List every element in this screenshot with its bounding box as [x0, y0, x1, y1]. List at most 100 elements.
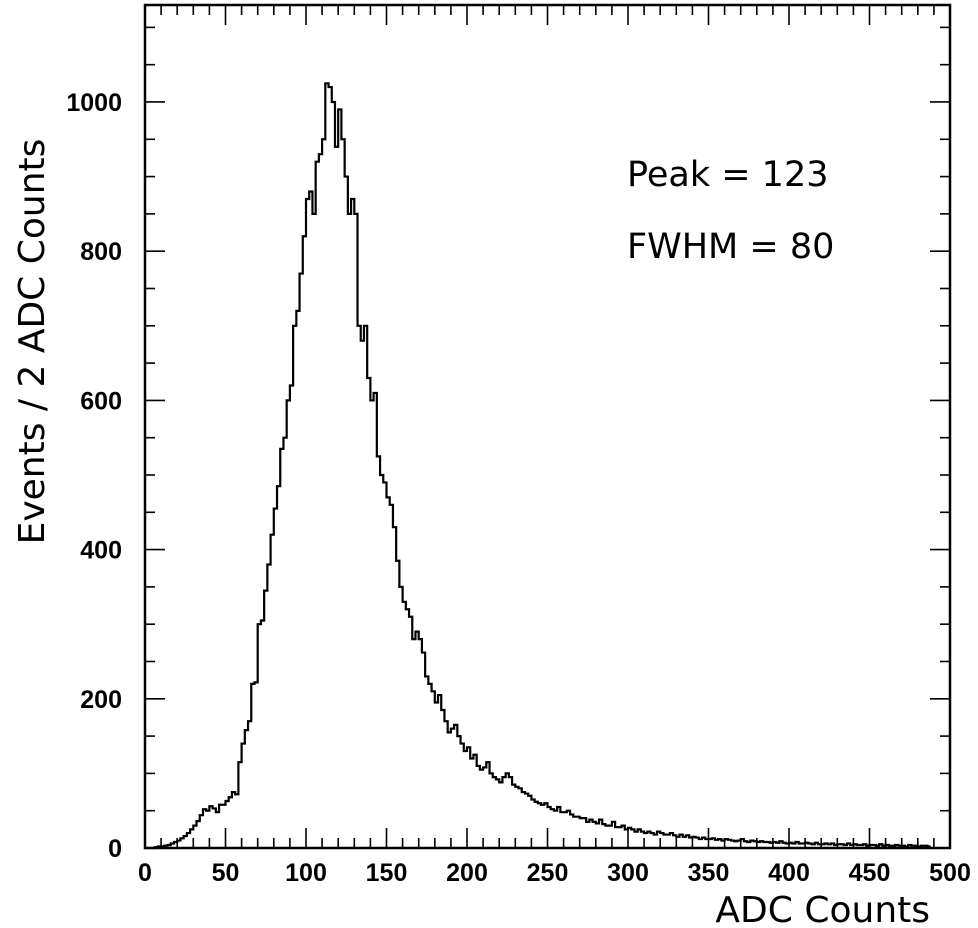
histogram-bin: [396, 561, 399, 848]
histogram-bin: [316, 162, 319, 848]
histogram-bin: [502, 777, 505, 848]
histogram-bin: [267, 565, 270, 848]
histogram-bin: [277, 486, 280, 848]
histogram-bin: [296, 311, 299, 848]
y-tick-label: 600: [80, 387, 122, 415]
histogram-bin: [261, 620, 264, 848]
histogram-bin: [605, 826, 608, 848]
histogram-bin: [470, 758, 473, 848]
histogram-bin: [406, 609, 409, 848]
histogram-bin: [438, 695, 441, 848]
histogram-bin: [441, 710, 444, 848]
histogram-bin: [306, 199, 309, 848]
histogram-bin: [403, 602, 406, 848]
histogram-bin: [522, 792, 525, 848]
minor-ticks: [145, 5, 950, 848]
histogram-bin: [367, 378, 370, 848]
histogram-bin: [254, 682, 257, 848]
histogram-bin: [425, 676, 428, 848]
plot-frame: [143, 3, 952, 850]
y-tick-label: 1000: [66, 89, 122, 117]
histogram-bin: [364, 326, 367, 848]
histogram-bin: [361, 341, 364, 848]
x-tick-label: 500: [929, 859, 971, 887]
histogram-bin: [699, 839, 702, 848]
histogram-bin: [345, 177, 348, 848]
histogram-bin: [370, 400, 373, 848]
histogram-bin: [551, 809, 554, 848]
histogram-bin: [293, 326, 296, 848]
x-tick-label: 250: [527, 859, 569, 887]
histogram-bin: [538, 803, 541, 848]
histogram-bin: [454, 725, 457, 848]
histogram-bin: [683, 837, 686, 848]
histogram-bin: [264, 591, 267, 848]
histogram-bin: [348, 214, 351, 848]
x-tick-label: 300: [607, 859, 649, 887]
histogram-bins: [155, 83, 931, 848]
histogram-bin: [422, 653, 425, 848]
histogram-bin: [663, 835, 666, 848]
histogram-bin: [335, 147, 338, 848]
histogram-bin: [477, 766, 480, 848]
histogram-bin: [493, 777, 496, 848]
y-tick-label: 0: [108, 835, 122, 863]
histogram-bin: [380, 475, 383, 848]
histogram-bin: [602, 824, 605, 848]
histogram-bin: [461, 744, 464, 848]
histogram-bin: [351, 199, 354, 848]
histogram-bin: [374, 393, 377, 848]
histogram-bin: [586, 822, 589, 848]
histogram-bin: [329, 87, 332, 848]
histogram-bin: [573, 817, 576, 848]
histogram-bin: [409, 617, 412, 848]
histogram-bin: [432, 691, 435, 848]
histogram-bin: [509, 777, 512, 848]
major-ticks: [144, 5, 951, 849]
x-tick-labels: 0 50 100 150 200 250 300 350 400 450 500: [138, 859, 971, 887]
histogram-bin: [248, 721, 251, 848]
histogram-bin: [541, 805, 544, 848]
histogram-bin: [287, 400, 290, 848]
histogram-bin: [496, 779, 499, 848]
histogram-bin: [519, 788, 522, 848]
histogram-bin: [338, 109, 341, 848]
histogram-bin: [570, 814, 573, 848]
histogram-bin: [280, 449, 283, 848]
fwhm-annotation: FWHM = 80: [627, 227, 834, 267]
histogram-bin: [290, 385, 293, 848]
histogram-bin: [309, 192, 312, 848]
histogram-bin: [444, 721, 447, 848]
histogram-bin: [213, 808, 216, 848]
histogram-bin: [490, 773, 493, 848]
histogram-bin: [393, 527, 396, 848]
histogram-bin: [419, 639, 422, 848]
histogram-bin: [300, 274, 303, 848]
x-tick-label: 400: [768, 859, 810, 887]
y-tick-labels: 0 200 400 600 800 1000: [66, 89, 122, 863]
histogram-bin: [428, 684, 431, 848]
histogram-bin: [473, 755, 476, 848]
x-tick-label: 150: [366, 859, 408, 887]
histogram-bin: [483, 767, 486, 848]
x-tick-label: 450: [849, 859, 891, 887]
histogram-bin: [567, 811, 570, 848]
histogram-bin: [480, 770, 483, 848]
histogram-bin: [358, 326, 361, 848]
x-tick-label: 100: [285, 859, 327, 887]
histogram-bin: [667, 835, 670, 848]
x-tick-label: 0: [138, 859, 152, 887]
histogram-bin: [332, 102, 335, 848]
x-tick-label: 200: [446, 859, 488, 887]
histogram-bin: [589, 820, 592, 848]
histogram-bin: [303, 236, 306, 848]
histogram-bin: [615, 827, 618, 848]
y-axis-title: Events / 2 ADC Counts: [12, 139, 53, 545]
histogram-bin: [457, 736, 460, 848]
histogram-bin: [387, 497, 390, 848]
histogram-bin: [322, 139, 325, 848]
histogram-bin: [451, 729, 454, 848]
histogram-bin: [448, 732, 451, 848]
histogram-bin: [229, 797, 232, 848]
